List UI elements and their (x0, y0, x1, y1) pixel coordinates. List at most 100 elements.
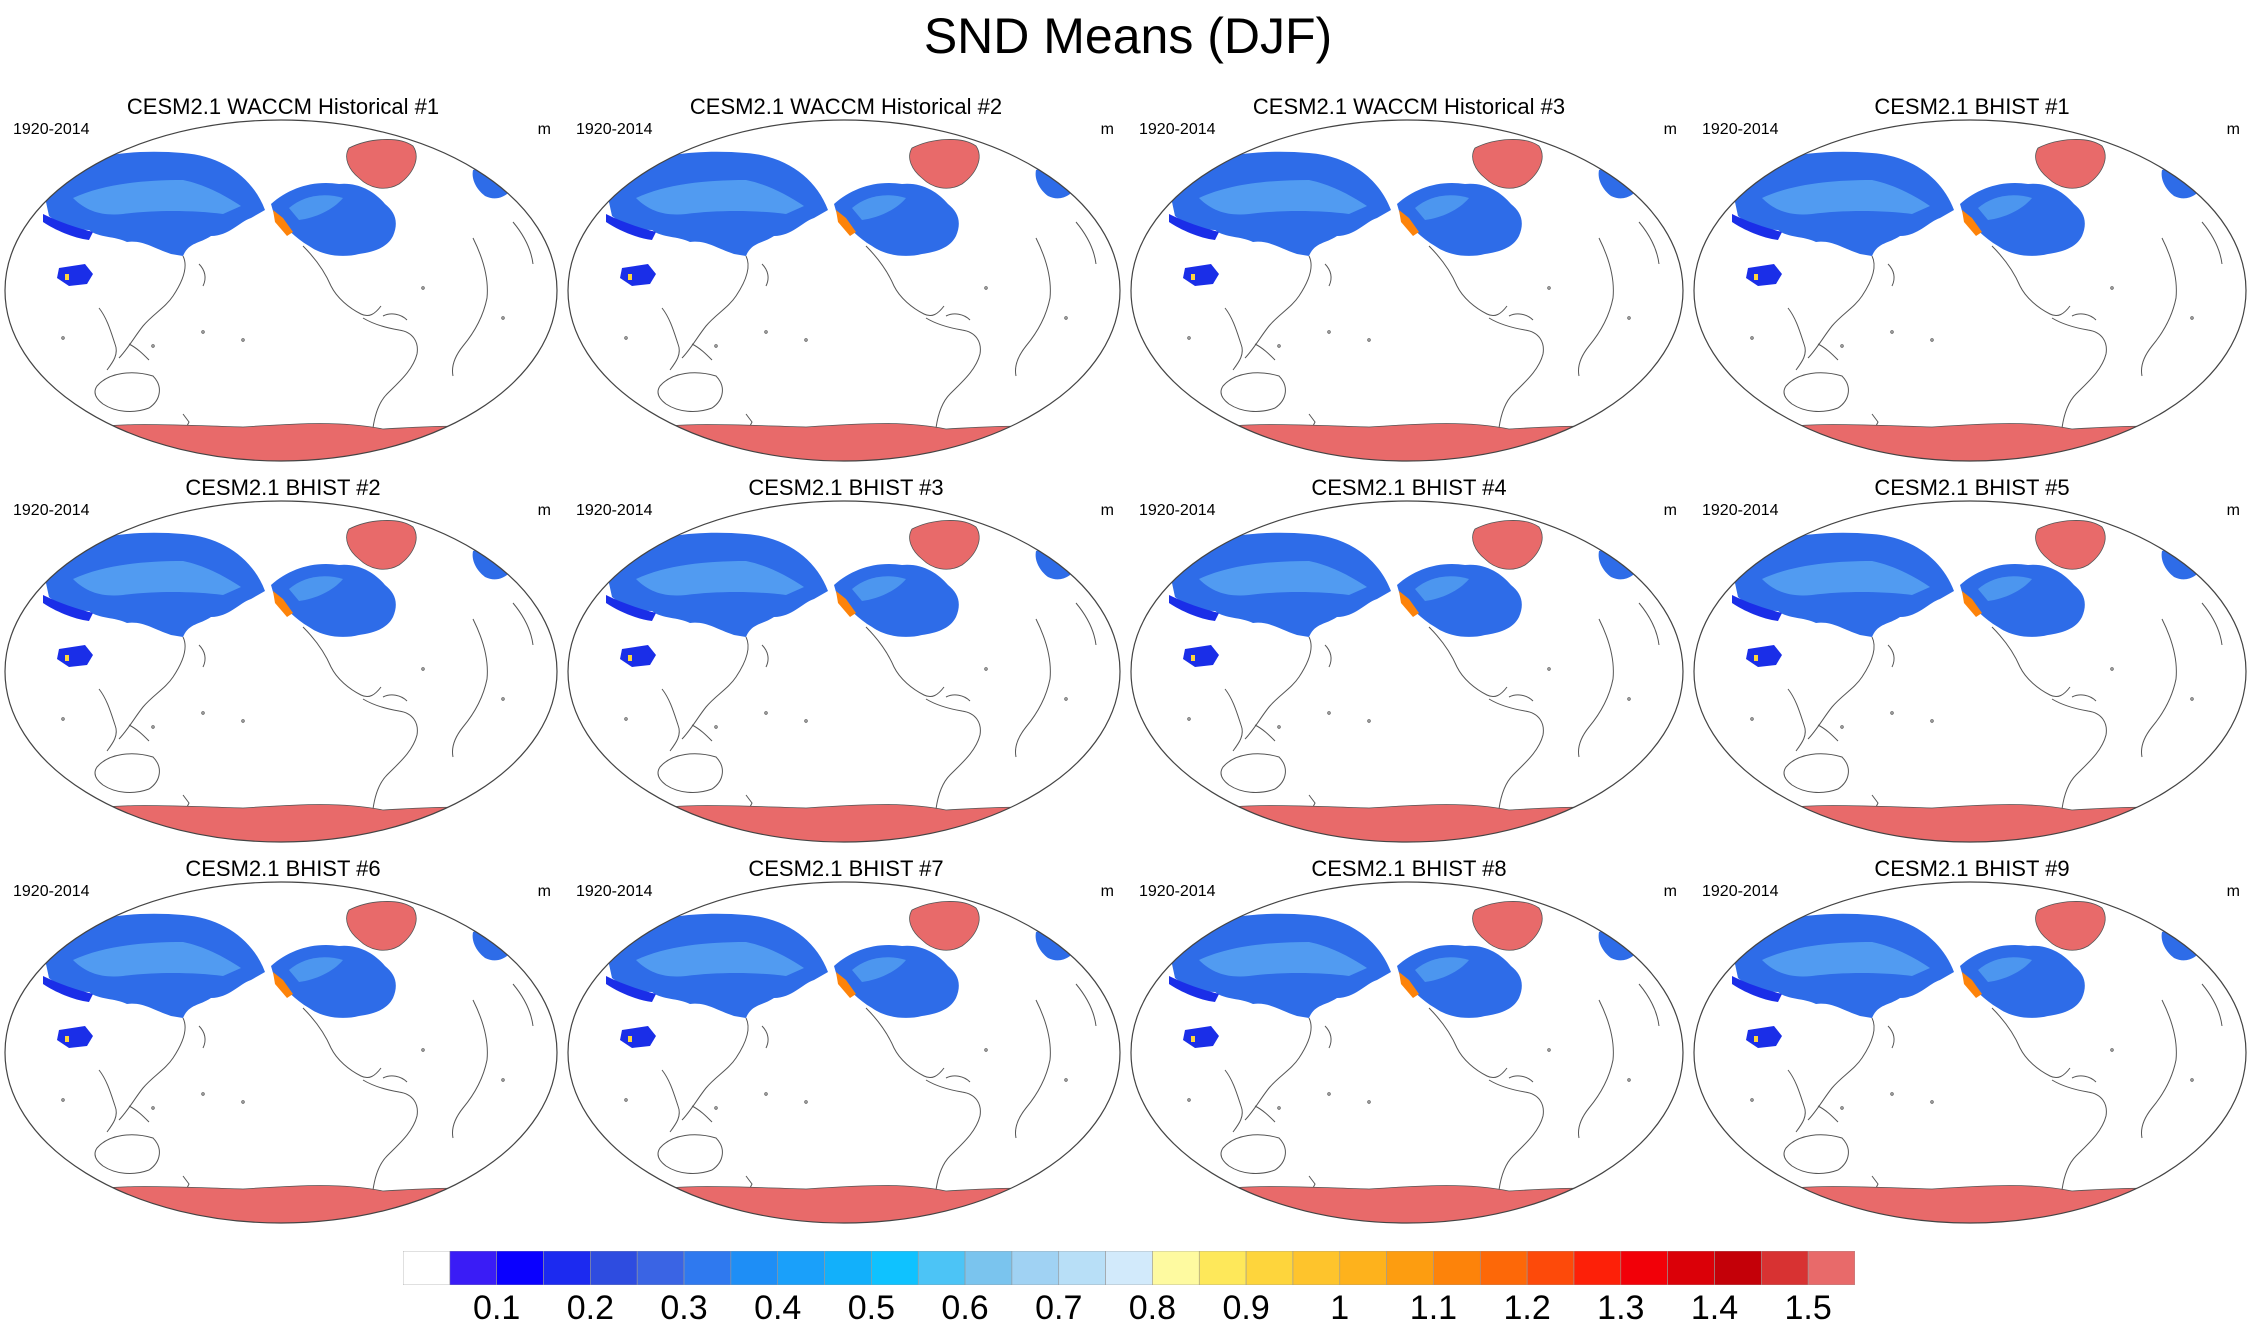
panel-title: CESM2.1 BHIST #8 (1311, 856, 1507, 881)
map-panel: CESM2.1 BHIST #6 1920-2014 m (3, 856, 563, 1236)
colorbar-box (1011, 1251, 1060, 1285)
map-panel: CESM2.1 WACCM Historical #3 1920-2014 m (1129, 94, 1689, 474)
panel-units: m (2226, 502, 2240, 519)
colorbar-box (590, 1251, 638, 1285)
panel-units: m (1663, 121, 1677, 138)
world-map (1130, 119, 1684, 462)
world-map (1693, 119, 2247, 462)
antarctica (42, 1185, 524, 1223)
colorbar-box (636, 1251, 685, 1285)
panel-units: m (1100, 883, 1114, 900)
panel-title: CESM2.1 BHIST #1 (1874, 94, 2070, 119)
panel-units: m (2226, 883, 2240, 900)
colorbar-tick-label: 0.4 (754, 1289, 802, 1327)
map-content (1694, 501, 2246, 842)
panel-units: m (537, 121, 551, 138)
world-map (1693, 881, 2247, 1224)
antarctica (42, 804, 524, 842)
panel-period: 1920-2014 (576, 502, 653, 519)
colorbar-box (824, 1251, 872, 1285)
greenland (909, 520, 980, 570)
panel-period: 1920-2014 (13, 883, 90, 900)
panel-title: CESM2.1 BHIST #9 (1874, 856, 2070, 881)
colorbar-box (1292, 1251, 1341, 1285)
colorbar-box (1058, 1251, 1106, 1285)
map-panel: CESM2.1 BHIST #5 1920-2014 m (1692, 475, 2252, 855)
colorbar-tick-label: 0.3 (660, 1289, 708, 1327)
greenland (1472, 901, 1543, 951)
colorbar-box (1245, 1251, 1294, 1285)
panel-period: 1920-2014 (1139, 121, 1216, 138)
colorbar-tick-label: 1.5 (1784, 1289, 1832, 1327)
colorbar-box (683, 1251, 732, 1285)
panel-units: m (1663, 883, 1677, 900)
colorbar-box (543, 1251, 591, 1285)
greenland (346, 139, 417, 189)
map-content (5, 882, 557, 1223)
panel-title: CESM2.1 WACCM Historical #2 (689, 94, 1003, 119)
world-map (567, 119, 1121, 462)
colorbar-box (1433, 1251, 1481, 1285)
panel-units: m (2226, 121, 2240, 138)
panel-period: 1920-2014 (13, 502, 90, 519)
map-content (5, 120, 557, 461)
panel-units: m (1663, 502, 1677, 519)
panel-period: 1920-2014 (13, 121, 90, 138)
world-map (567, 500, 1121, 843)
world-map (4, 500, 558, 843)
panel-units: m (537, 883, 551, 900)
world-map (567, 881, 1121, 1224)
panel-title: CESM2.1 BHIST #3 (748, 475, 944, 500)
colorbar-box (1807, 1251, 1855, 1285)
colorbar-box (730, 1251, 779, 1285)
colorbar-tick-label: 0.9 (1222, 1289, 1270, 1327)
map-panel: CESM2.1 BHIST #4 1920-2014 m (1129, 475, 1689, 855)
colorbar-box (1667, 1251, 1715, 1285)
colorbar (403, 1251, 1855, 1285)
greenland (2035, 139, 2106, 189)
antarctica (605, 423, 1087, 461)
colorbar-box (1573, 1251, 1622, 1285)
colorbar-box (403, 1251, 451, 1285)
colorbar-box (1526, 1251, 1575, 1285)
greenland (1472, 139, 1543, 189)
map-panel: CESM2.1 BHIST #9 1920-2014 m (1692, 856, 2252, 1236)
greenland (2035, 901, 2106, 951)
world-map (4, 881, 558, 1224)
antarctica (1731, 1185, 2213, 1223)
world-map (1693, 500, 2247, 843)
antarctica (1168, 804, 1650, 842)
colorbar-tick-label: 0.6 (941, 1289, 989, 1327)
colorbar-box (449, 1251, 497, 1285)
colorbar-tick-label: 1 (1330, 1289, 1350, 1327)
colorbar-box (1152, 1251, 1200, 1285)
panel-title: CESM2.1 BHIST #2 (185, 475, 381, 500)
colorbar-tick-label: 1.4 (1690, 1289, 1739, 1327)
figure-title: SND Means (DJF) (923, 8, 1333, 64)
greenland (1472, 520, 1543, 570)
world-map (1130, 500, 1684, 843)
antarctica (1731, 804, 2213, 842)
map-content (1694, 882, 2246, 1223)
map-panel: CESM2.1 WACCM Historical #1 1920-2014 m (3, 94, 563, 474)
map-content (5, 501, 557, 842)
greenland (909, 139, 980, 189)
antarctica (42, 423, 524, 461)
panel-period: 1920-2014 (576, 121, 653, 138)
panel-period: 1920-2014 (1139, 883, 1216, 900)
panel-title: CESM2.1 BHIST #5 (1874, 475, 2070, 500)
map-content (1131, 501, 1683, 842)
colorbar-box (1386, 1251, 1434, 1285)
panel-period: 1920-2014 (1702, 502, 1779, 519)
colorbar-box (1105, 1251, 1153, 1285)
map-content (568, 501, 1120, 842)
panel-period: 1920-2014 (1139, 502, 1216, 519)
antarctica (1731, 423, 2213, 461)
colorbar-box (777, 1251, 825, 1285)
colorbar-box (496, 1251, 544, 1285)
panel-title: CESM2.1 WACCM Historical #1 (126, 94, 440, 119)
world-map (4, 119, 558, 462)
panel-title: CESM2.1 BHIST #4 (1311, 475, 1507, 500)
antarctica (1168, 423, 1650, 461)
antarctica (1168, 1185, 1650, 1223)
